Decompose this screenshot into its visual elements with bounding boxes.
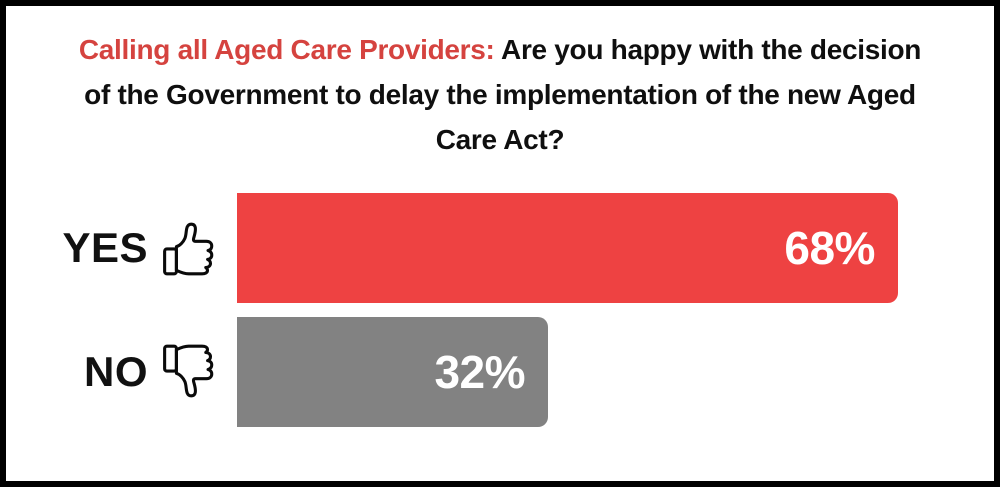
poll-question: Calling all Aged Care Providers: Are you… (6, 6, 994, 162)
yes-label: YES (62, 224, 148, 271)
no-label: NO (84, 348, 148, 395)
yes-value-label: 68% (784, 222, 875, 274)
no-value-label: 32% (434, 346, 526, 398)
bar-row-no: NO 32% (6, 317, 994, 427)
title-line-1: Calling all Aged Care Providers: Are you… (6, 27, 994, 72)
poll-bar-chart: YES 68% NO 32% (6, 193, 994, 427)
no-label-group: NO (6, 341, 237, 403)
yes-bar: 68% (237, 193, 898, 303)
thumbs-up-icon (163, 222, 214, 276)
title-line-1-rest: Are you happy with the decision (494, 34, 922, 65)
title-line-3: Care Act? (435, 124, 565, 155)
bar-row-yes: YES 68% (6, 193, 994, 303)
yes-label-group: YES (6, 217, 237, 279)
title-highlight: Calling all Aged Care Providers: (78, 34, 495, 65)
title-line-2: of the Government to delay the implement… (84, 79, 916, 110)
no-bar: 32% (237, 317, 549, 427)
thumbs-down-icon (163, 344, 214, 398)
